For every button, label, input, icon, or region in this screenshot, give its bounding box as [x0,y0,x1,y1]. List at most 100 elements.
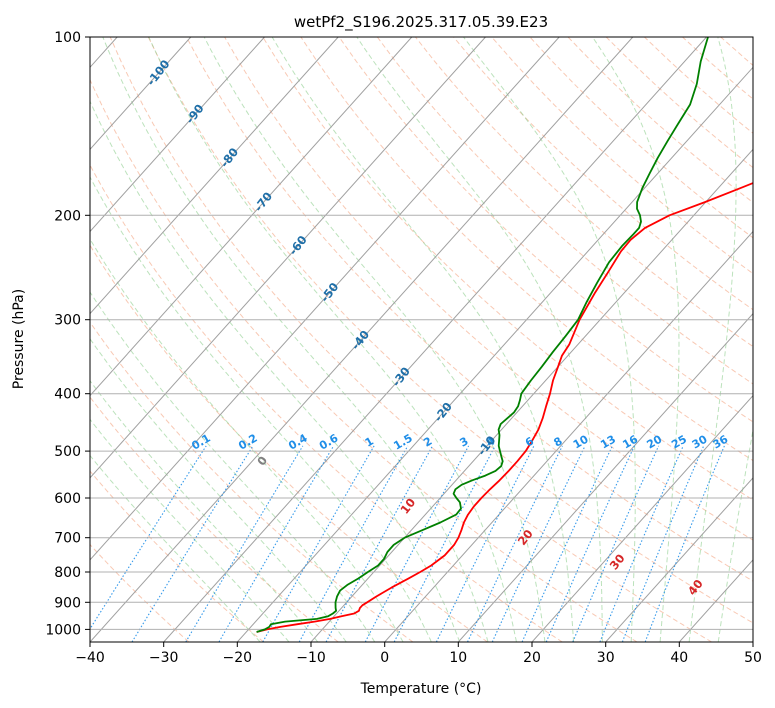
dry-adiabat [90,470,264,642]
dry-adiabat [720,37,753,66]
dry-adiabat [186,37,753,582]
mixing-ratio-label: 2 [421,435,434,450]
isotherm-line [90,37,413,397]
mixing-ratio-line [621,445,705,642]
isotherm-line [90,37,192,151]
moist-adiabat [90,238,404,642]
x-tick-label: 50 [744,650,762,666]
dry-adiabat [90,543,190,642]
isotherm-line [90,37,560,561]
moist-adiabat [356,37,603,642]
x-tick-label: 40 [670,650,688,666]
mixing-ratio-line [325,445,433,642]
isotherm-line [90,37,634,642]
y-tick-label: 200 [54,208,81,224]
mixing-ratio-line [435,445,535,642]
dry-adiabat [605,37,753,169]
inline-labels: 0.1 0.2 0.4 0.6 1 1.5 2 3 4 6 8 10 13 16 20 25 30 36-100-… [144,57,731,598]
x-tick-label: 10 [449,650,467,666]
mixing-ratio-line [491,445,586,642]
x-tick-label: 20 [523,650,541,666]
background-lines [90,37,753,642]
dry-adiabat [567,37,753,204]
y-tick-label: 1000 [45,622,81,638]
y-tick-label: 100 [54,30,81,46]
mixing-ratio-label: 16 [620,432,640,451]
moist-adiabat-label: 10 [397,495,418,516]
moist-adiabat [90,176,432,642]
dry-adiabat [415,37,753,348]
moist-adiabat [271,37,575,642]
dry-adiabat [147,37,753,624]
isotherm-line [90,37,486,479]
x-tick-label: −30 [149,650,179,666]
mixing-ratio-label: 13 [598,433,618,452]
y-tick-label: 900 [54,595,81,611]
mixing-ratio-line [467,445,563,642]
isotherm-line [678,559,753,642]
dewpoint-profile [256,37,709,633]
x-axis: −40 −30 −20 −10 0 10 20 30 40 50 [75,642,762,666]
dry-adiabat [338,37,753,423]
profile-lines [256,37,753,633]
isotherm-line [531,394,753,642]
mixing-ratio-line [521,445,613,642]
x-tick-label: 30 [597,650,615,666]
dry-adiabat [262,37,753,501]
mixing-ratio-line [599,445,684,642]
y-tick-label: 600 [54,491,81,507]
dry-adiabat [300,37,753,462]
dry-adiabat [529,37,753,239]
y-tick-label: 500 [54,444,81,460]
dry-adiabat [109,37,712,642]
mixing-ratio-line [262,445,375,642]
isotherm-line [90,37,339,315]
y-tick-label: 400 [54,387,81,403]
mixing-ratio-line [185,445,304,642]
isotherm-line [457,312,753,642]
dry-adiabat [453,37,753,311]
mixing-ratio-line [298,445,409,642]
isotherm-line [163,37,707,642]
isotherm-line [90,37,265,233]
x-axis-label: Temperature (°C) [360,681,482,697]
mixing-ratio-label: 30 [690,432,710,451]
mixing-ratio-label: 1 [363,435,376,450]
moist-adiabat [90,418,290,642]
mixing-ratio-label: 1.5 [391,432,414,453]
mixing-ratio-line [572,445,660,642]
moist-adiabat [463,37,636,642]
x-tick-label: −40 [75,650,105,666]
mixing-ratio-label: 8 [551,435,564,450]
isotherm-line [605,477,753,642]
dry-adiabat [90,244,488,642]
dry-adiabat [644,37,753,134]
mixing-ratio-line [545,445,635,642]
dry-adiabat [682,37,753,100]
moist-adiabat [102,37,489,642]
moist-adiabat-label: 40 [685,577,706,598]
dry-adiabat [376,37,753,385]
moist-adiabat [90,379,319,642]
isotherm-line [236,66,753,642]
y-tick-label: 800 [54,565,81,581]
mixing-ratio-label: 0.4 [286,431,310,452]
temperature-profile [256,182,753,633]
mixing-ratio-label: 10 [571,432,591,451]
moist-adiabat-label: 0 [254,453,270,468]
mixing-ratio-label: 3 [457,435,470,450]
mixing-ratio-label: 0.2 [236,432,259,453]
mixing-ratio-label: 20 [645,432,665,451]
isotherm-line [752,641,753,642]
x-tick-label: −20 [223,650,253,666]
pressure-grid [90,37,753,630]
chart-title: wetPf2_S196.2025.317.05.39.E23 [294,13,548,32]
mixing-ratio-line [644,445,725,642]
dry-adiabat [90,164,563,642]
moist-adiabat [90,337,347,642]
mixing-ratio-line [90,445,207,630]
mixing-ratio-line [218,445,335,642]
moist-adiabat [148,37,517,642]
x-tick-label: 0 [380,650,389,666]
